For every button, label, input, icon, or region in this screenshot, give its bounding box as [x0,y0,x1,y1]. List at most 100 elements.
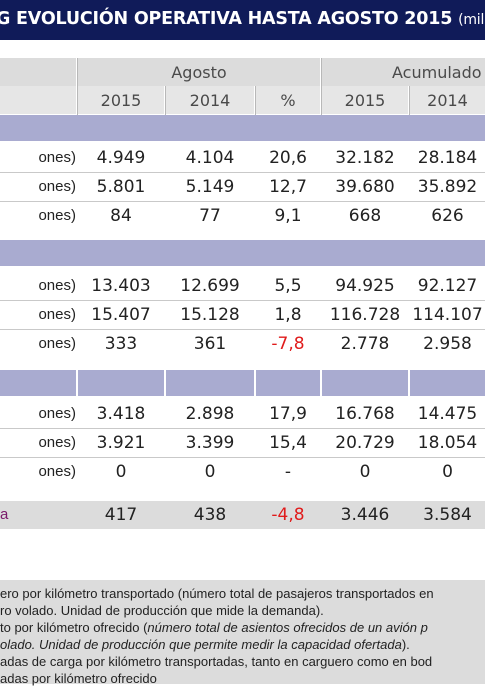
header-col-2014-acum: 2014 [410,86,485,114]
total-cell: 3.584 [423,505,472,525]
header-label-cell-2 [0,86,76,114]
cell: 4.949 [96,148,146,168]
section-band-1 [0,115,485,141]
cell: 0 [115,462,127,482]
footnote-line: adas de carga por kilómetro transportada… [0,654,433,669]
footnote-line: ro volado. Unidad de producción que mide… [0,603,324,618]
cell: 0 [442,462,453,482]
footnote-line: ero por kilómetro transportado (número t… [0,586,434,601]
cell-percent: 17,9 [269,404,307,424]
cell: 3.418 [96,404,146,424]
cell: 114.107 [412,305,483,325]
column-separator [165,86,166,115]
cell: 3.399 [185,433,235,453]
cell-percent: 5,5 [274,276,302,296]
cell: 333 [104,334,138,354]
section-band-2 [0,240,485,266]
row-label: ones) [38,149,76,166]
table-row: ones) 4.949 4.104 20,6 32.182 28.184 [0,144,485,172]
table-row: ones) 0 0 - 0 0 [0,458,485,486]
cell: 2.958 [423,334,472,354]
table-row: ones) 333 361 -7,8 2.778 2.958 [0,330,485,358]
cell-percent: - [284,462,292,482]
cell: 20.729 [335,433,395,453]
cell-percent: 1,8 [274,305,302,325]
header-col-2014-agosto: 2014 [166,86,254,114]
total-row: a 417 438 -4,8 3.446 3.584 [0,501,485,529]
cell: 3.921 [96,433,146,453]
table-row: ones) 5.801 5.149 12,7 39.680 35.892 [0,173,485,201]
total-label: a [0,506,9,523]
column-separator [409,86,410,115]
cell: 361 [193,334,227,354]
row-label: ones) [38,405,76,422]
cell-percent: 15,4 [269,433,307,453]
section-band-3-seg [78,370,164,396]
footnotes: ero por kilómetro transportado (número t… [0,580,485,686]
cell-percent: 12,7 [269,177,307,197]
row-divider [0,457,485,458]
total-cell: 3.446 [340,505,390,525]
cell: 94.925 [335,276,395,296]
report-title: G EVOLUCIÓN OPERATIVA HASTA AGOSTO 2015 … [0,9,485,29]
header-col-2015-agosto: 2015 [78,86,164,114]
header-col-percent: % [256,86,320,114]
cell-percent: 20,6 [269,148,307,168]
section-band-3-seg [410,370,485,396]
report-title-unit: (millon [458,12,485,28]
row-label: ones) [38,178,76,195]
cell-percent: 9,1 [274,206,302,226]
cell: 77 [199,206,221,226]
cell: 15.407 [91,305,151,325]
cell: 2.898 [185,404,235,424]
header-group-acumulado: Acumulado [322,58,485,86]
table-row: ones) 3.921 3.399 15,4 20.729 18.054 [0,429,485,457]
cell: 0 [204,462,216,482]
cell: 28.184 [417,148,478,168]
cell: 12.699 [180,276,240,296]
row-divider [0,201,485,202]
column-separator [255,86,256,115]
cell: 15.128 [180,305,240,325]
row-label: ones) [38,306,76,323]
cell: 16.768 [335,404,395,424]
table-row: ones) 84 77 9,1 668 626 [0,202,485,230]
column-separator [321,58,322,115]
cell: 5.149 [185,177,235,197]
cell: 668 [348,206,382,226]
cell: 14.475 [417,404,478,424]
row-divider [0,329,485,330]
cell: 92.127 [417,276,478,296]
total-cell: 438 [193,505,227,525]
row-divider [0,172,485,173]
table-row: ones) 13.403 12.699 5,5 94.925 92.127 [0,272,485,300]
cell-percent-negative: -7,8 [271,334,305,354]
cell: 4.104 [185,148,235,168]
section-band-3-seg [322,370,408,396]
cell: 2.778 [340,334,390,354]
row-label: ones) [38,207,76,224]
report-title-bar: G EVOLUCIÓN OPERATIVA HASTA AGOSTO 2015 … [0,0,485,40]
row-label: ones) [38,335,76,352]
section-band-3-seg [256,370,320,396]
cell: 32.182 [335,148,395,168]
row-label: ones) [38,277,76,294]
row-divider [0,300,485,301]
table-row: ones) 3.418 2.898 17,9 16.768 14.475 [0,400,485,428]
cell: 18.054 [417,433,478,453]
cell: 39.680 [335,177,395,197]
header-col-2015-acum: 2015 [322,86,408,114]
table-row: ones) 15.407 15.128 1,8 116.728 114.107 [0,301,485,329]
section-band-3 [0,370,76,396]
footnote-line: adas por kilómetro ofrecido [0,671,157,686]
header-label-cell [0,58,76,86]
row-label: ones) [38,434,76,451]
column-separator [77,58,78,115]
cell: 35.892 [417,177,478,197]
cell: 0 [359,462,371,482]
cell: 84 [110,206,132,226]
footnote-line: olado. Unidad de producción que permite … [0,637,410,652]
section-band-3-seg [166,370,254,396]
footnote-line: to por kilómetro ofrecido (número total … [0,620,428,635]
row-divider [0,428,485,429]
